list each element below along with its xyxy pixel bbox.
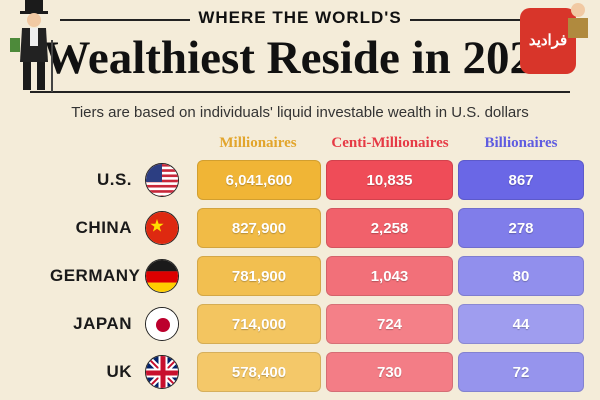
country-label-japan: JAPAN [73, 314, 132, 333]
us-flag-icon [145, 163, 179, 197]
cell-us-billionaires: 867 [458, 160, 584, 200]
page-title: Wealthiest Reside in 2025 [43, 32, 557, 84]
column-header-centi-millionaires: Centi-Millionaires [331, 135, 449, 151]
cell-china-billionaires: 278 [458, 208, 584, 248]
country-label-us: U.S. [96, 170, 132, 189]
cell-japan-millionaires: 714,000 [197, 304, 321, 344]
headline-kicker: WHERE THE WORLD'S [198, 8, 402, 27]
cell-germany-billionaires: 80 [458, 256, 584, 296]
japan-flag-icon [145, 307, 179, 341]
wealthy-man-illustration [10, 0, 53, 92]
top-rule-right [410, 19, 520, 21]
subtitle: Tiers are based on individuals' liquid i… [71, 104, 529, 121]
cell-germany-millionaires: 781,900 [197, 256, 321, 296]
china-flag-icon [145, 211, 179, 245]
cell-germany-centi-millionaires: 1,043 [326, 256, 453, 296]
uk-flag-icon [145, 355, 179, 389]
cell-uk-centi-millionaires: 730 [326, 352, 453, 392]
cell-japan-centi-millionaires: 724 [326, 304, 453, 344]
top-rule-left [60, 19, 190, 21]
wealthy-woman-illustration [568, 3, 588, 38]
publisher-logo: فرادید [520, 8, 576, 74]
cell-uk-billionaires: 72 [458, 352, 584, 392]
column-header-billionaires: Billionaires [484, 135, 558, 151]
cell-japan-billionaires: 44 [458, 304, 584, 344]
column-header-millionaires: Millionaires [219, 135, 297, 151]
country-label-germany: GERMANY [50, 266, 141, 285]
country-label-uk: UK [106, 362, 132, 381]
cell-china-centi-millionaires: 2,258 [326, 208, 453, 248]
germany-flag-icon [145, 259, 179, 293]
country-label-china: CHINA [75, 218, 132, 237]
cell-us-millionaires: 6,041,600 [197, 160, 321, 200]
cell-us-centi-millionaires: 10,835 [326, 160, 453, 200]
cell-china-millionaires: 827,900 [197, 208, 321, 248]
headline-underline [30, 91, 570, 93]
cell-uk-millionaires: 578,400 [197, 352, 321, 392]
